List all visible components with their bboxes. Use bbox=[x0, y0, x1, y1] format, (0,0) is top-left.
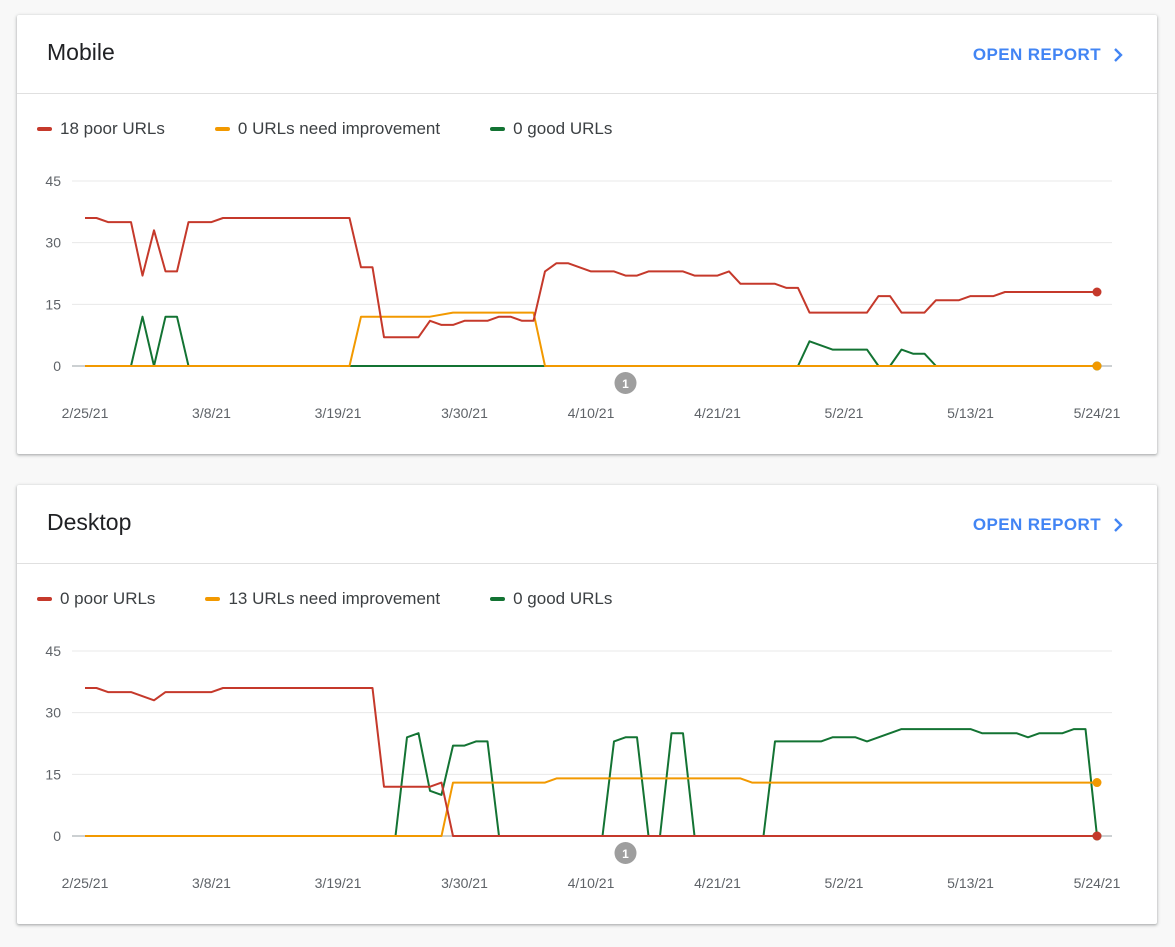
card-divider bbox=[17, 563, 1157, 564]
legend-swatch-good bbox=[490, 127, 506, 131]
card-title: Mobile bbox=[47, 39, 115, 65]
annotation-badge bbox=[614, 842, 637, 864]
legend-item-poor[interactable]: 0 poor URLs bbox=[37, 589, 155, 609]
series-end-dot-poor bbox=[1092, 287, 1102, 297]
legend-label-poor: 18 poor URLs bbox=[60, 119, 165, 138]
legend-item-good[interactable]: 0 good URLs bbox=[490, 589, 612, 609]
x-tick-label: 5/24/21 bbox=[1074, 405, 1121, 421]
chevron-right-icon bbox=[1111, 47, 1125, 63]
x-tick-label: 4/21/21 bbox=[694, 875, 741, 891]
annotation-marker[interactable]: 1 bbox=[614, 372, 637, 394]
legend-label-needs-improvement: 0 URLs need improvement bbox=[237, 119, 441, 138]
y-tick-label: 0 bbox=[53, 358, 61, 374]
x-tick-label: 3/8/21 bbox=[192, 875, 231, 891]
legend-item-good[interactable]: 0 good URLs bbox=[490, 119, 612, 139]
x-tick-label: 5/13/21 bbox=[947, 405, 994, 421]
series-line-good bbox=[85, 315, 1097, 367]
x-tick-label: 5/2/21 bbox=[825, 875, 864, 891]
x-tick-label: 3/19/21 bbox=[315, 875, 362, 891]
legend-label-good: 0 good URLs bbox=[513, 589, 613, 608]
x-tick-label: 5/2/21 bbox=[825, 405, 864, 421]
x-tick-label: 3/19/21 bbox=[315, 405, 362, 421]
card-title: Desktop bbox=[47, 509, 132, 535]
x-tick-label: 5/13/21 bbox=[947, 875, 994, 891]
annotation-marker[interactable]: 1 bbox=[614, 842, 637, 864]
card-divider bbox=[17, 93, 1157, 94]
x-tick-label: 4/10/21 bbox=[568, 875, 615, 891]
series-line-poor bbox=[85, 217, 1097, 339]
chart-legend: 18 poor URLs 0 URLs need improvement 0 g… bbox=[37, 119, 662, 139]
legend-swatch-needs-improvement bbox=[214, 127, 230, 131]
y-tick-label: 30 bbox=[45, 235, 61, 251]
y-tick-label: 45 bbox=[45, 643, 61, 659]
y-tick-label: 15 bbox=[45, 296, 61, 312]
y-tick-label: 0 bbox=[53, 828, 61, 844]
legend-item-needs-improvement[interactable]: 13 URLs need improvement bbox=[205, 589, 440, 609]
mobile-line-chart: 0 15 30 45 2/25/21 3/8/21 3/19/21 3/30/21 4/10/2… bbox=[45, 173, 1121, 421]
legend-item-poor[interactable]: 18 poor URLs bbox=[37, 119, 165, 139]
mobile-report-card: Mobile OPEN REPORT 18 poor URLs 0 URLs n… bbox=[17, 15, 1157, 454]
annotation-label: 1 bbox=[622, 847, 629, 861]
chevron-right-icon bbox=[1111, 517, 1125, 533]
x-tick-label: 2/25/21 bbox=[62, 405, 109, 421]
desktop-report-card: Desktop OPEN REPORT 0 poor URLs 13 URLs … bbox=[17, 485, 1157, 924]
series-line-needs bbox=[85, 311, 1097, 367]
legend-swatch-good bbox=[490, 597, 506, 601]
series-end-dot-needs bbox=[1092, 778, 1102, 788]
series-end-dot-poor bbox=[1092, 831, 1102, 841]
open-report-label: OPEN REPORT bbox=[972, 45, 1101, 64]
x-tick-label: 4/10/21 bbox=[568, 405, 615, 421]
annotation-label: 1 bbox=[622, 377, 629, 391]
legend-swatch-needs-improvement bbox=[205, 597, 221, 601]
series-line-poor bbox=[85, 687, 1097, 837]
desktop-line-chart: 0 15 30 45 2/25/21 3/8/21 3/19/21 3/30/21 4/10/2… bbox=[45, 643, 1121, 891]
x-tick-label: 3/30/21 bbox=[441, 875, 488, 891]
legend-label-needs-improvement: 13 URLs need improvement bbox=[228, 589, 441, 608]
annotation-badge bbox=[614, 372, 637, 394]
series-line-good bbox=[85, 728, 1098, 837]
x-tick-label: 2/25/21 bbox=[62, 875, 109, 891]
legend-label-poor: 0 poor URLs bbox=[60, 589, 156, 608]
x-tick-label: 5/24/21 bbox=[1074, 875, 1121, 891]
legend-swatch-poor bbox=[37, 597, 52, 601]
y-tick-label: 45 bbox=[45, 173, 61, 189]
y-tick-label: 15 bbox=[45, 766, 61, 782]
y-tick-label: 30 bbox=[45, 705, 61, 721]
chart-legend: 0 poor URLs 13 URLs need improvement 0 g… bbox=[37, 589, 662, 609]
x-tick-label: 3/8/21 bbox=[192, 405, 231, 421]
open-report-label: OPEN REPORT bbox=[972, 515, 1101, 534]
open-report-button[interactable]: OPEN REPORT bbox=[973, 515, 1125, 535]
series-line-needs bbox=[85, 777, 1097, 837]
legend-swatch-poor bbox=[37, 127, 52, 131]
x-tick-label: 4/21/21 bbox=[694, 405, 741, 421]
open-report-button[interactable]: OPEN REPORT bbox=[973, 45, 1125, 65]
series-end-dot-needs bbox=[1092, 361, 1102, 371]
legend-item-needs-improvement[interactable]: 0 URLs need improvement bbox=[214, 119, 441, 139]
legend-label-good: 0 good URLs bbox=[513, 119, 613, 138]
x-tick-label: 3/30/21 bbox=[441, 405, 488, 421]
